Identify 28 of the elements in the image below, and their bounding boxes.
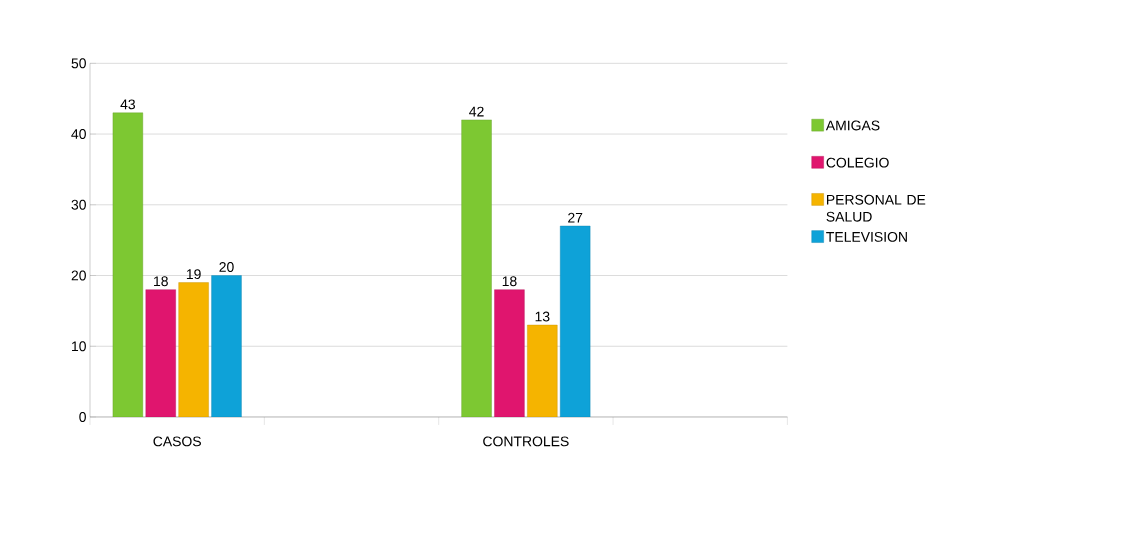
data-label: 20 (219, 262, 234, 272)
legend-label: PERSONAL DE SALUD (826, 194, 926, 222)
data-label: 42 (469, 106, 484, 117)
data-label: 27 (568, 212, 583, 223)
y-tick-label: 10 (72, 341, 86, 352)
data-label: 43 (120, 99, 136, 110)
data-label: 18 (154, 276, 168, 287)
x-tick-label: CASOS (153, 436, 201, 447)
x-tick-label: CONTROLES (483, 436, 569, 447)
bar (211, 275, 242, 417)
y-tick-label: 30 (71, 199, 86, 210)
y-tick-label: 20 (71, 270, 86, 281)
bar (527, 324, 558, 417)
bar (461, 119, 492, 417)
y-tick-label: 0 (79, 412, 86, 422)
y-tick-label: 50 (71, 58, 86, 69)
bar (178, 282, 209, 417)
bar (112, 112, 144, 417)
legend-label: COLEGIO (826, 157, 889, 168)
bar (560, 225, 591, 417)
data-label: 18 (502, 276, 517, 287)
data-label: 19 (186, 269, 201, 280)
legend-label: TELEVISION (826, 231, 907, 242)
bar (494, 289, 525, 417)
y-tick-label: 40 (71, 129, 86, 139)
data-label: 13 (535, 311, 550, 322)
bar (145, 289, 176, 417)
legend-label: AMIGAS (825, 120, 880, 131)
